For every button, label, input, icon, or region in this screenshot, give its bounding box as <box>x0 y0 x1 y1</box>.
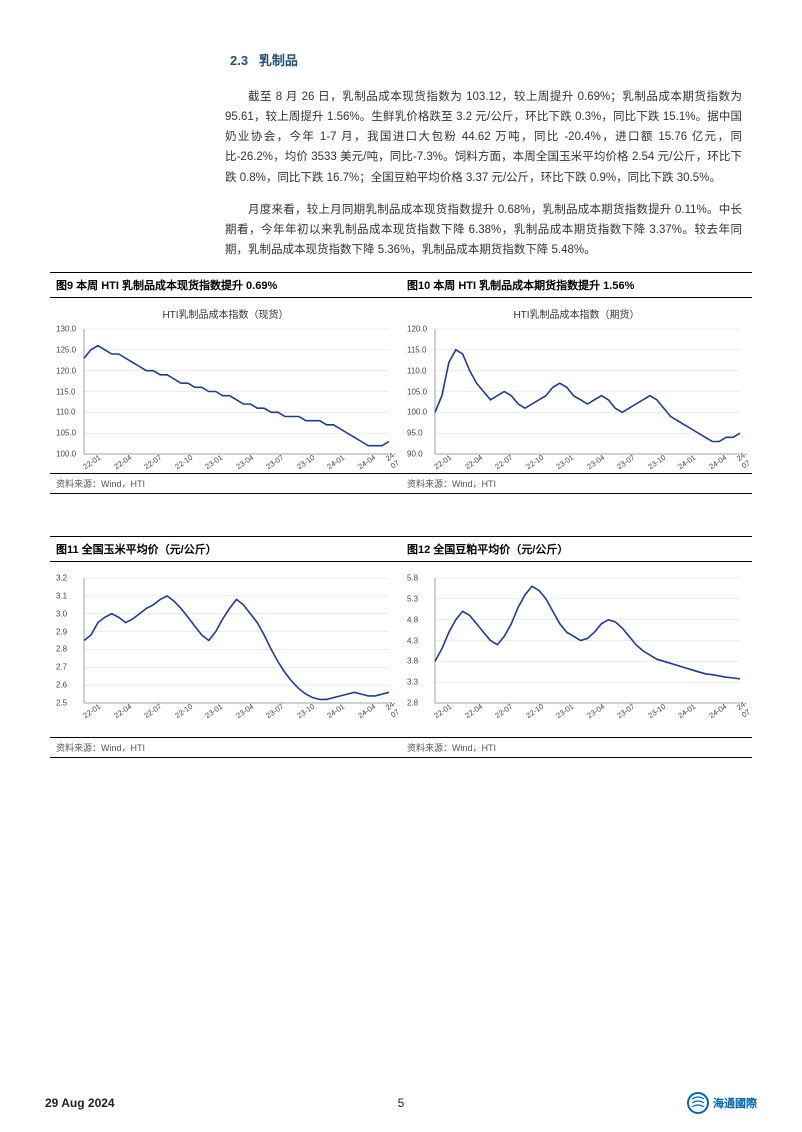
chart-line <box>84 346 389 446</box>
logo-text: 海通國際 <box>713 1095 757 1111</box>
section-title: 乳制品 <box>259 53 298 68</box>
chart-9-subtitle: HTI乳制品成本指数（现货） <box>54 306 397 321</box>
section-number: 2.3 <box>230 53 248 68</box>
chart-9-title: 图9 本周 HTI 乳制品成本现货指数提升 0.69% <box>50 273 401 298</box>
chart-12-area: 2.83.33.84.34.85.35.822-0122-0422-0722-1… <box>401 562 752 737</box>
paragraph-2: 月度来看，较上月同期乳制品成本现货指数提升 0.68%，乳制品成本期货指数提升 … <box>225 200 742 260</box>
chart-10-subtitle: HTI乳制品成本指数（期货） <box>405 306 748 321</box>
page-footer: 29 Aug 2024 5 海通國際 <box>0 1092 802 1114</box>
body-text-block: 截至 8 月 26 日，乳制品成本现货指数为 103.12，较上周提升 0.69… <box>225 87 742 260</box>
chart-9-source: 资料来源：Wind，HTI <box>50 473 401 493</box>
chart-12-cell: 图12 全国豆粕平均价（元/公斤） 2.83.33.84.34.85.35.82… <box>401 537 752 757</box>
chart-row-1: 图9 本周 HTI 乳制品成本现货指数提升 0.69% HTI乳制品成本指数（现… <box>50 272 752 494</box>
chart-10-title: 图10 本周 HTI 乳制品成本期货指数提升 1.56% <box>401 273 752 298</box>
chart-10-cell: 图10 本周 HTI 乳制品成本期货指数提升 1.56% HTI乳制品成本指数（… <box>401 273 752 493</box>
chart-11-source: 资料来源：Wind，HTI <box>50 737 401 757</box>
chart-12-title: 图12 全国豆粕平均价（元/公斤） <box>401 537 752 562</box>
footer-date: 29 Aug 2024 <box>45 1096 115 1110</box>
section-heading: 2.3 乳制品 <box>230 50 752 69</box>
footer-logo: 海通國際 <box>687 1092 757 1114</box>
chart-10-area: HTI乳制品成本指数（期货） 90.095.0100.0105.0110.011… <box>401 298 752 473</box>
paragraph-1: 截至 8 月 26 日，乳制品成本现货指数为 103.12，较上周提升 0.69… <box>225 87 742 188</box>
chart-row-2: 图11 全国玉米平均价（元/公斤） 2.52.62.72.82.93.03.13… <box>50 536 752 758</box>
logo-icon <box>687 1092 709 1114</box>
chart-9-cell: 图9 本周 HTI 乳制品成本现货指数提升 0.69% HTI乳制品成本指数（现… <box>50 273 401 493</box>
footer-page-number: 5 <box>398 1096 405 1110</box>
chart-11-title: 图11 全国玉米平均价（元/公斤） <box>50 537 401 562</box>
chart-10-source: 资料来源：Wind，HTI <box>401 473 752 493</box>
chart-11-area: 2.52.62.72.82.93.03.13.222-0122-0422-072… <box>50 562 401 737</box>
chart-11-cell: 图11 全国玉米平均价（元/公斤） 2.52.62.72.82.93.03.13… <box>50 537 401 757</box>
chart-12-source: 资料来源：Wind，HTI <box>401 737 752 757</box>
chart-line <box>435 586 740 679</box>
chart-line <box>84 596 389 700</box>
chart-line <box>435 350 740 442</box>
chart-9-area: HTI乳制品成本指数（现货） 100.0105.0110.0115.0120.0… <box>50 298 401 473</box>
